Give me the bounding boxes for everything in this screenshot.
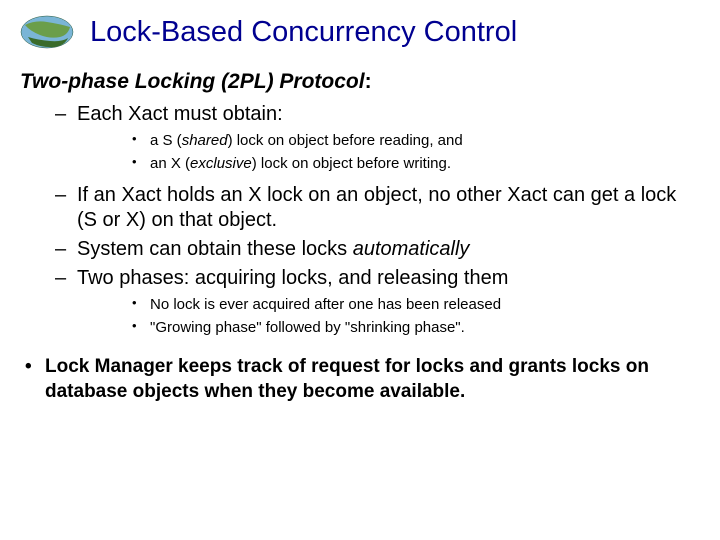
l1d-text: Two phases: acquiring locks, and releasi… [77, 267, 508, 289]
subtitle: Two-phase Locking (2PL) Protocol: [20, 70, 700, 94]
l1c-pre: System can obtain these locks [77, 238, 353, 260]
l1-item-phases: Two phases: acquiring locks, and releasi… [55, 266, 700, 337]
l2-item-noacquire: No lock is ever acquired after one has b… [132, 295, 700, 315]
l2-item-shared: a S (shared) lock on object before readi… [132, 131, 700, 151]
subtitle-text: Two-phase Locking (2PL) Protocol [20, 70, 365, 93]
l2b-post: ) lock on object before writing. [252, 155, 451, 172]
l1b-text: If an Xact holds an X lock on an object,… [77, 184, 676, 231]
l2b-em: exclusive [190, 155, 252, 172]
l2b-pre: an X ( [150, 155, 190, 172]
l1-item-obtain: Each Xact must obtain: a S (shared) lock… [55, 102, 700, 173]
l1-item-xlock: If an Xact holds an X lock on an object,… [55, 183, 700, 233]
level1-list-top: Each Xact must obtain: a S (shared) lock… [55, 102, 700, 337]
footer-list: Lock Manager keeps track of request for … [25, 355, 700, 404]
l2-item-exclusive: an X (exclusive) lock on object before w… [132, 154, 700, 174]
page-title: Lock-Based Concurrency Control [90, 16, 517, 49]
l1a-text: Each Xact must obtain: [77, 103, 283, 125]
l2a-em: shared [182, 132, 228, 149]
footer-bold: Lock Manager [45, 356, 173, 377]
globe-icon [20, 15, 75, 50]
l2-item-growing: "Growing phase" followed by "shrinking p… [132, 318, 700, 338]
l1c-em: automatically [353, 238, 470, 260]
l1-item-auto: System can obtain these locks automatica… [55, 237, 700, 262]
l2a-post: ) lock on object before reading, and [228, 132, 463, 149]
subtitle-colon: : [365, 70, 372, 93]
level2-list-locks: a S (shared) lock on object before readi… [132, 131, 700, 173]
footer-item: Lock Manager keeps track of request for … [25, 355, 700, 404]
l2a-pre: a S ( [150, 132, 182, 149]
level2-list-phases: No lock is ever acquired after one has b… [132, 295, 700, 337]
title-row: Lock-Based Concurrency Control [20, 15, 700, 50]
